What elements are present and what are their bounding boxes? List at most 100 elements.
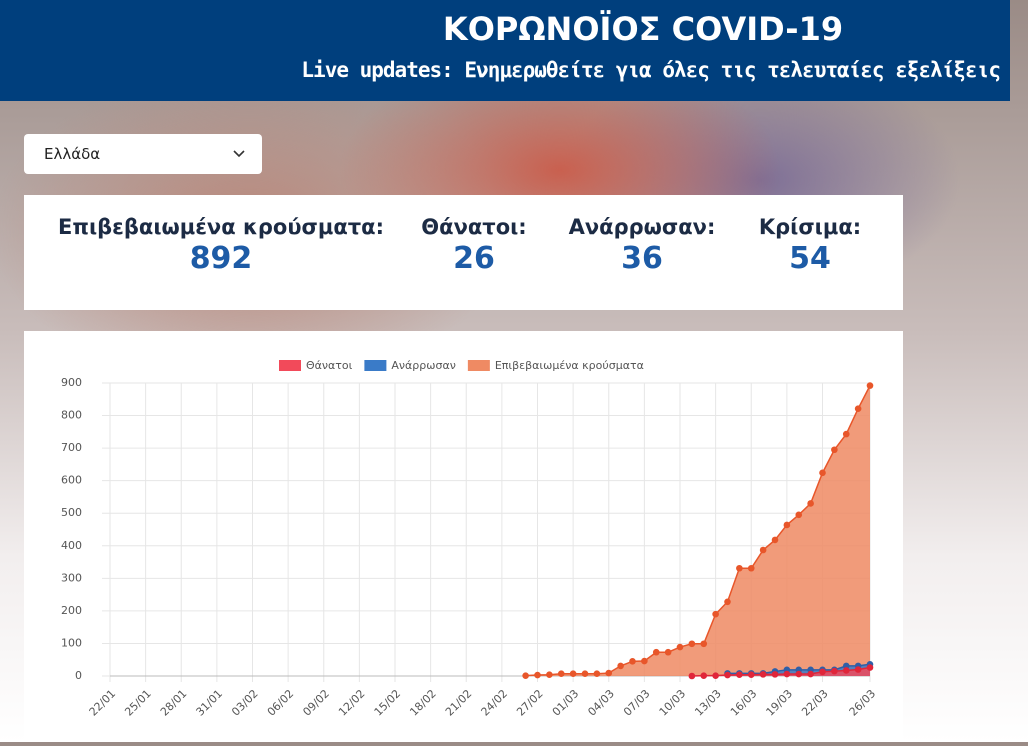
point (819, 668, 826, 676)
area (525, 385, 870, 676)
point (605, 669, 613, 677)
select-value: Ελλάδα (44, 145, 101, 163)
point (854, 405, 862, 413)
point (831, 667, 838, 675)
point (534, 671, 541, 679)
y-tick-label: 100 (61, 636, 82, 649)
point (783, 521, 791, 529)
legend-swatch (364, 360, 387, 371)
x-tick-label: 10/03 (657, 687, 689, 719)
stat-value: 26 (453, 241, 495, 276)
x-tick-label: 15/02 (372, 687, 404, 719)
series-line (691, 666, 871, 677)
point (581, 670, 589, 678)
point (736, 564, 743, 572)
point (842, 662, 850, 670)
point (724, 671, 731, 679)
stat: Ανάρρωσαν: 36 (569, 215, 716, 276)
point (783, 670, 791, 678)
y-tick-label: 200 (61, 604, 82, 617)
x-tick-label: 06/02 (265, 687, 297, 719)
chart: 0 100 200 300 400 500 600 700 800 900 22/01 25/01 28… (61, 359, 878, 719)
point (593, 670, 601, 678)
point (842, 667, 850, 674)
point (522, 672, 529, 679)
chevron (233, 150, 245, 158)
legend-swatch (467, 360, 490, 371)
point (700, 672, 708, 679)
point (641, 657, 648, 665)
x-tick-label: 19/03 (764, 687, 796, 719)
subtitle: Live updates: Ενημερωθείτε για όλες τις … (301, 58, 1001, 82)
x-tick-label: 04/03 (585, 687, 617, 719)
point (854, 666, 862, 673)
point (807, 670, 814, 678)
stat-value: 36 (621, 241, 663, 276)
x-tick-label: 25/01 (122, 687, 154, 719)
point (664, 648, 672, 656)
x-tick-label: 27/02 (514, 687, 546, 719)
point (831, 446, 838, 454)
x-tick-label: 24/02 (479, 687, 511, 719)
point (842, 430, 850, 438)
header: ΚΟΡΩΝΟΪΟΣ COVID-19 Live updates: Ενημερω… (0, 0, 1010, 101)
point (546, 671, 553, 678)
country-select[interactable]: Ελλάδα (24, 134, 262, 174)
stat-label: Θάνατοι: (421, 215, 527, 239)
point (759, 546, 767, 554)
stat-value: 892 (189, 241, 253, 276)
x-tick-label: 22/03 (799, 687, 831, 719)
point (569, 670, 577, 678)
area (691, 667, 870, 676)
x-tick-label: 03/02 (229, 687, 261, 719)
stat: Κρίσιμα: 54 (759, 215, 861, 276)
x-tick-label: 07/03 (621, 687, 653, 719)
y-tick-label: 500 (61, 506, 82, 519)
stat: Θάνατοι: 26 (421, 215, 526, 276)
point (747, 564, 755, 572)
y-tick-label: 800 (61, 409, 82, 422)
stat-value: 54 (789, 241, 831, 276)
x-tick-label: 21/02 (443, 687, 475, 719)
legend-label: Θάνατοι (306, 359, 353, 372)
point (688, 672, 696, 680)
point (819, 469, 826, 477)
point (629, 658, 636, 665)
stat: Επιβεβαιωμένα κρούσματα: 892 (58, 215, 384, 276)
y-tick-label: 600 (61, 474, 82, 487)
point (736, 671, 743, 678)
point (676, 643, 684, 651)
point (747, 671, 755, 678)
chart-panel: 0 100 200 300 400 500 600 700 800 900 22/01 25/01 28… (24, 331, 903, 742)
stats-panel: Επιβεβαιωμένα κρούσματα: 892 Θάνατοι: 26 Α… (24, 195, 903, 310)
point (688, 640, 696, 648)
point (617, 662, 624, 670)
point (652, 648, 660, 656)
point (771, 671, 779, 678)
point (712, 672, 719, 679)
point (866, 664, 874, 671)
y-tick-label: 700 (61, 441, 82, 454)
legend-label: Επιβεβαιωμένα κρούσματα (495, 359, 644, 372)
point (557, 670, 565, 678)
y-tick-label: 900 (61, 376, 82, 389)
y-tick-label: 0 (75, 669, 82, 682)
x-tick-label: 12/02 (336, 687, 368, 719)
point (866, 382, 874, 389)
x-tick-label: 31/01 (194, 687, 226, 719)
point (712, 610, 719, 618)
point (771, 536, 779, 544)
point (759, 671, 767, 678)
stat-label: Κρίσιμα: (758, 215, 862, 239)
y-tick-label: 400 (61, 539, 82, 552)
x-tick-label: 22/01 (87, 687, 119, 719)
legend-label: Ανάρρωσαν (391, 359, 455, 372)
point (700, 640, 708, 648)
x-tick-label: 13/03 (692, 687, 724, 719)
x-tick-label: 28/01 (158, 687, 190, 719)
point (795, 511, 803, 519)
point (795, 670, 803, 678)
point (724, 598, 731, 606)
title: ΚΟΡΩΝΟΪΟΣ COVID-19 (442, 10, 844, 48)
